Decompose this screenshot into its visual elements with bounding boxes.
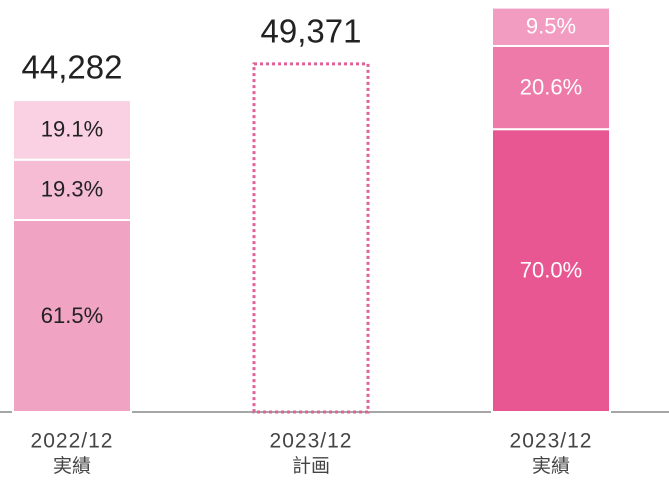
total-label: 44,282 bbox=[22, 49, 123, 86]
bar-segment bbox=[491, 6, 611, 47]
segment-label: 19.3% bbox=[41, 177, 103, 202]
total-label: 49,371 bbox=[261, 13, 362, 50]
x-tick-label: 実績 bbox=[53, 455, 91, 477]
segment-label: 70.0% bbox=[520, 257, 582, 282]
x-tick-label: 2022/12 bbox=[31, 430, 114, 453]
plan-bar bbox=[252, 62, 370, 414]
x-tick-label: 2023/12 bbox=[510, 430, 593, 453]
bar-segment bbox=[491, 128, 611, 413]
bar-segment bbox=[12, 218, 132, 413]
segment-label: 61.5% bbox=[41, 303, 103, 328]
bar-segment bbox=[12, 158, 132, 221]
segment-label: 19.1% bbox=[41, 117, 103, 142]
bar-segment bbox=[12, 99, 132, 161]
segment-label: 9.5% bbox=[526, 14, 576, 39]
x-tick-label: 実績 bbox=[532, 455, 570, 477]
segment-label: 20.6% bbox=[520, 74, 582, 99]
x-tick-label: 2023/12 bbox=[270, 430, 353, 453]
x-tick-label: 計画 bbox=[292, 455, 330, 477]
bar-segment bbox=[491, 44, 611, 131]
